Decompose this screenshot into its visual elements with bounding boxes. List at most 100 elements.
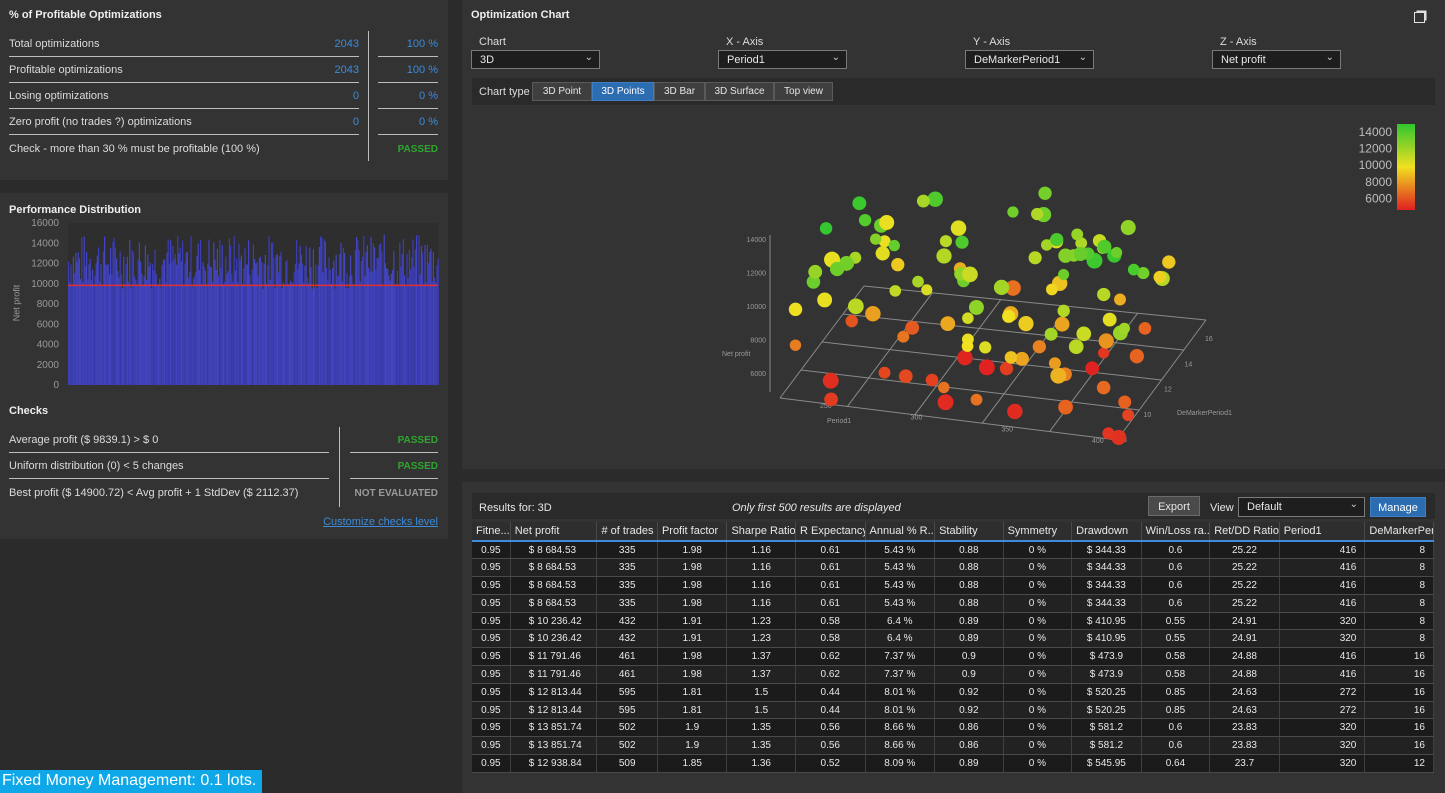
chart-type-3d-surface[interactable]: 3D Surface — [705, 82, 774, 101]
scatter-point[interactable] — [939, 235, 952, 248]
scatter-point[interactable] — [1097, 287, 1111, 302]
scatter-point[interactable] — [865, 305, 881, 322]
scatter-point[interactable] — [875, 246, 890, 261]
table-row[interactable]: 0.95 $ 8 684.53 335 1.98 1.16 0.61 5.43 % 0.88 0… — [472, 558, 1434, 578]
scatter-point[interactable] — [962, 266, 978, 283]
scatter-point[interactable] — [912, 275, 924, 288]
scatter-point[interactable] — [1040, 239, 1053, 251]
chart-type-3d-points[interactable]: 3D Points — [592, 82, 654, 101]
scatter-point[interactable] — [1002, 309, 1016, 323]
scatter-point[interactable] — [1044, 327, 1058, 341]
scatter-point[interactable] — [1162, 255, 1176, 269]
column-header[interactable]: Stability — [934, 522, 1004, 542]
column-header[interactable]: Annual % R... — [865, 522, 936, 542]
scatter-point[interactable] — [808, 264, 823, 279]
x-axis-select[interactable]: Period1 ⌄ — [718, 50, 847, 69]
table-row[interactable]: 0.95 $ 8 684.53 335 1.98 1.16 0.61 5.43 % 0.88 0… — [472, 594, 1434, 613]
manage-button[interactable]: Manage — [1370, 497, 1426, 517]
customize-checks-link[interactable]: Customize checks level — [323, 516, 438, 528]
scatter-point[interactable] — [925, 373, 939, 387]
scatter-point[interactable] — [1118, 322, 1130, 335]
scatter-point[interactable] — [1102, 312, 1117, 327]
scatter-point[interactable] — [897, 330, 910, 343]
scatter-point[interactable] — [1111, 429, 1127, 445]
scatter-point[interactable] — [1058, 269, 1070, 281]
scatter-point[interactable] — [978, 359, 995, 376]
y-axis-select[interactable]: DeMarkerPeriod1 ⌄ — [965, 50, 1094, 69]
table-row[interactable]: 0.95 $ 12 813.44 595 1.81 1.5 0.44 8.01 % 0.92 0… — [472, 683, 1434, 702]
chart-type-3d-point[interactable]: 3D Point — [532, 82, 592, 101]
scatter-point[interactable] — [916, 194, 930, 208]
table-row[interactable]: 0.95 $ 11 791.46 461 1.98 1.37 0.62 7.37 % 0.9 0… — [472, 647, 1434, 667]
scatter-point[interactable] — [938, 381, 950, 394]
scatter-point[interactable] — [1076, 326, 1092, 342]
chart-type-top-view[interactable]: Top view — [774, 82, 833, 101]
scatter-point[interactable] — [788, 302, 803, 317]
scatter-point[interactable] — [1031, 207, 1044, 221]
scatter-point[interactable] — [1138, 322, 1152, 335]
column-header[interactable]: Drawdown — [1071, 522, 1142, 542]
scatter-point[interactable] — [869, 233, 882, 245]
scatter-point[interactable] — [1004, 351, 1018, 364]
scatter-point[interactable] — [1007, 403, 1023, 420]
scatter-point[interactable] — [955, 235, 969, 249]
scatter-point[interactable] — [1097, 239, 1112, 254]
scatter-point[interactable] — [950, 220, 967, 236]
scatter-point[interactable] — [979, 341, 992, 354]
scatter-point[interactable] — [824, 392, 838, 407]
scatter-point[interactable] — [1014, 351, 1029, 366]
chart-select[interactable]: 3D ⌄ — [471, 50, 600, 69]
scatter-point[interactable] — [936, 248, 952, 264]
table-row[interactable]: 0.95 $ 10 236.42 432 1.91 1.23 0.58 6.4 % 0.89 0… — [472, 612, 1434, 631]
view-select[interactable]: Default ⌄ — [1238, 497, 1365, 517]
scatter-point[interactable] — [1120, 220, 1136, 236]
scatter-point[interactable] — [921, 284, 933, 296]
scatter-point[interactable] — [1005, 280, 1021, 296]
column-header[interactable]: Win/Loss ra... — [1141, 522, 1211, 542]
scatter-point[interactable] — [1129, 349, 1145, 364]
scatter-point[interactable] — [1057, 304, 1070, 318]
column-header[interactable]: DeMarkerPerio... — [1364, 522, 1434, 542]
scatter-point[interactable] — [817, 292, 833, 308]
scatter-point[interactable] — [1111, 247, 1123, 259]
column-header[interactable]: Net profit — [510, 522, 598, 542]
scatter-point[interactable] — [961, 340, 974, 352]
scatter-point[interactable] — [1048, 357, 1061, 370]
scatter-point[interactable] — [822, 372, 839, 389]
scatter-point[interactable] — [878, 366, 891, 379]
scatter-point[interactable] — [999, 361, 1014, 376]
scatter-point[interactable] — [878, 235, 891, 248]
scatter-point[interactable] — [969, 299, 984, 315]
scatter-3d-chart[interactable]: 14000 12000 10000 8000 6000 14000 12000 10000 8… — [462, 110, 1445, 460]
column-header[interactable]: Symmetry — [1003, 522, 1073, 542]
scatter-point[interactable] — [847, 298, 864, 315]
column-header[interactable]: Period1 — [1279, 522, 1366, 542]
scatter-point[interactable] — [927, 191, 943, 207]
export-button[interactable]: Export — [1148, 496, 1200, 516]
scatter-point[interactable] — [789, 339, 802, 351]
scatter-point[interactable] — [1050, 232, 1064, 247]
scatter-point[interactable] — [1038, 186, 1052, 200]
column-header[interactable]: Fitne... — [472, 522, 511, 542]
maximize-icon[interactable] — [1414, 12, 1425, 23]
scatter-point[interactable] — [1068, 339, 1084, 355]
scatter-point[interactable] — [1096, 380, 1111, 395]
scatter-point[interactable] — [1102, 427, 1115, 440]
scatter-point[interactable] — [858, 213, 872, 227]
table-row[interactable]: 0.95 $ 12 813.44 595 1.81 1.5 0.44 8.01 % 0.92 0… — [472, 701, 1434, 720]
table-row[interactable]: 0.95 $ 12 938.84 509 1.85 1.36 0.52 8.09 % 0.89… — [472, 754, 1434, 773]
scatter-point[interactable] — [1046, 283, 1058, 296]
table-row[interactable]: 0.95 $ 8 684.53 335 1.98 1.16 0.61 5.43 % 0.88 0… — [472, 541, 1434, 560]
scatter-point[interactable] — [937, 394, 954, 411]
scatter-point[interactable] — [993, 279, 1010, 296]
scatter-point[interactable] — [905, 320, 920, 335]
scatter-point[interactable] — [1028, 251, 1042, 265]
scatter-point[interactable] — [1007, 206, 1019, 218]
scatter-point[interactable] — [829, 261, 845, 277]
scatter-point[interactable] — [1054, 316, 1070, 332]
table-row[interactable]: 0.95 $ 13 851.74 502 1.9 1.35 0.56 8.66 % 0.86 0… — [472, 718, 1434, 738]
scatter-point[interactable] — [1127, 263, 1140, 276]
z-axis-select[interactable]: Net profit ⌄ — [1212, 50, 1341, 69]
scatter-point[interactable] — [852, 196, 867, 211]
scatter-point[interactable] — [1085, 361, 1100, 376]
